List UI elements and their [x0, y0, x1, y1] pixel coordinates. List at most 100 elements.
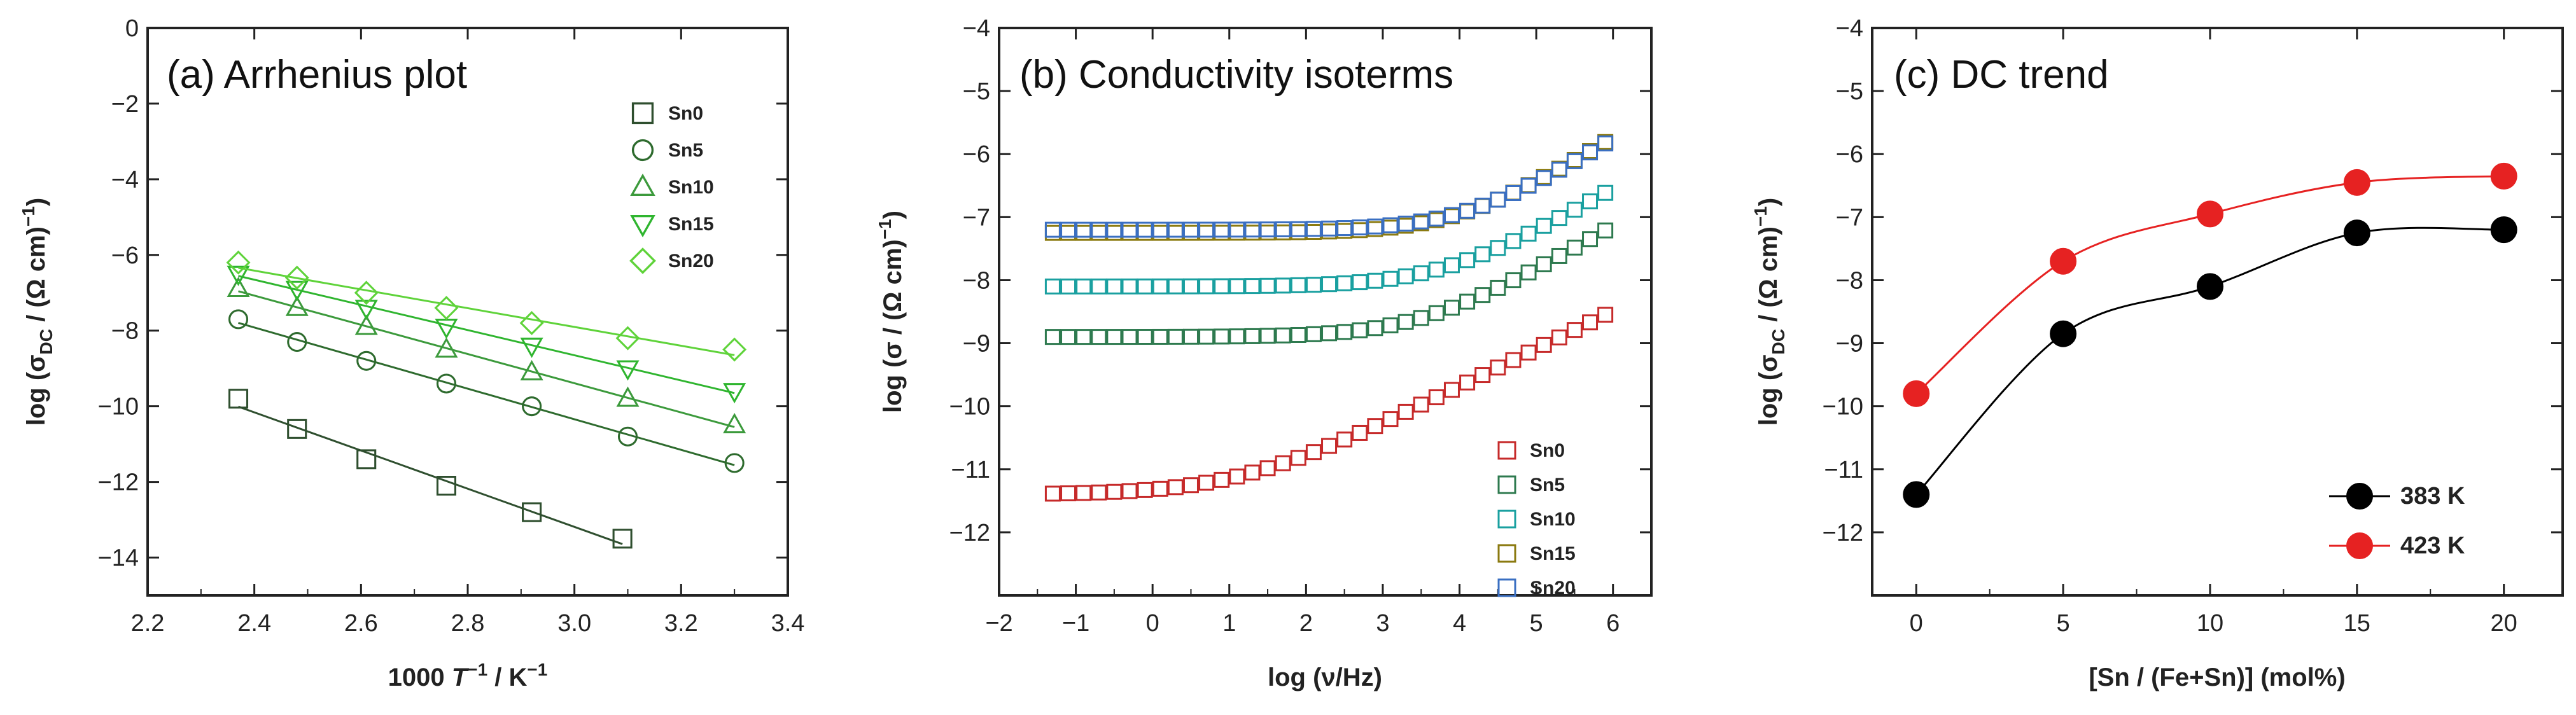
panel-a-ylabel-exp: −1 [18, 206, 38, 226]
point-Sn10 [1229, 278, 1245, 295]
panel-a-legend: Sn0 Sn5 Sn10 Sn15 Sn20 [629, 102, 714, 274]
point-383K [2343, 219, 2370, 247]
point-Sn5 [1044, 329, 1061, 345]
legend-marker-Sn5 [1497, 475, 1516, 494]
point-Sn20 [1167, 221, 1184, 238]
panel-b-title: (b) Conductivity isoterms [1019, 53, 1453, 97]
y-tick-label: −8 [1836, 267, 1863, 294]
x-tick-label: 20 [2491, 610, 2517, 637]
legend-label-Sn10: Sn10 [668, 177, 714, 198]
legend-label-423K: 423 K [2400, 532, 2465, 559]
fit-line-Sn0 [238, 405, 623, 545]
panel-b-y-axis-label: log (σ / (Ω cm)−1) [875, 211, 907, 413]
point-Sn20 [1305, 221, 1322, 237]
point-Sn20 [1275, 221, 1291, 237]
panel-a-arrhenius-plot: 2.2 2.4 2.6 2.8 3.0 3.2 3.40−2−4−6−8−10−12−14 … [18, 15, 804, 691]
point-Sn20 [1044, 221, 1061, 238]
point-Sn10 [616, 386, 640, 407]
point-Sn20 [1490, 191, 1506, 208]
y-tick-label: −5 [963, 78, 990, 105]
point-Sn5 [617, 426, 638, 447]
panel-a-x-axis-label: 1000 T−1 / K−1 [388, 660, 548, 691]
point-Sn0 [1167, 479, 1184, 496]
legend-marker-423K [2346, 532, 2373, 559]
x-tick-label: 6 [1606, 610, 1620, 637]
point-Sn10 [1214, 278, 1230, 295]
x-tick-label: 3 [1376, 610, 1389, 637]
legend-label-Sn5: Sn5 [668, 140, 703, 161]
fit-line-Sn20 [238, 267, 735, 356]
panel-c-dc-trend: 0 5 10 15 20 −4 −5 −6 −7 −8 −9 −10 −11 −12 (c) DC tre… [1751, 15, 2564, 691]
point-Sn20 [1597, 135, 1614, 151]
legend-marker-Sn10 [1497, 510, 1516, 529]
y-tick-label: −4 [963, 15, 990, 42]
point-Sn0 [1566, 322, 1583, 338]
point-Sn0 [436, 476, 457, 496]
panel-a-xlabel-suffix: / K [487, 663, 527, 691]
point-Sn0 [1137, 482, 1153, 498]
point-Sn20 [226, 250, 251, 275]
point-Sn10 [227, 277, 250, 298]
x-tick-label: 10 [2197, 610, 2223, 637]
point-Sn5 [1520, 264, 1537, 281]
y-tick-label: −10 [1823, 394, 1863, 420]
point-Sn5 [1367, 320, 1383, 337]
point-Sn20 [1352, 219, 1368, 235]
point-Sn5 [1397, 314, 1414, 330]
point-Sn15 [227, 265, 250, 286]
point-Sn10 [435, 337, 458, 358]
x-tick-label: −1 [1062, 610, 1089, 637]
point-Sn10 [1075, 278, 1092, 295]
point-Sn0 [1075, 485, 1092, 501]
fit-line-Sn15 [238, 275, 735, 394]
y-tick-label: −11 [951, 457, 990, 483]
legend-label-Sn15: Sn15 [668, 214, 714, 235]
point-Sn20 [1229, 221, 1245, 238]
y-tick-label: −7 [1836, 204, 1863, 231]
point-Sn5 [1321, 325, 1338, 342]
point-Sn10 [1551, 210, 1567, 226]
point-Sn5 [1566, 239, 1583, 256]
point-Sn10 [1290, 277, 1306, 293]
point-Sn0 [1413, 396, 1429, 413]
point-Sn20 [284, 265, 309, 290]
panel-b-ylabel-main: log (σ / (Ω cm) [879, 239, 907, 413]
point-Sn20 [615, 326, 640, 351]
point-Sn20 [1060, 221, 1077, 238]
point-Sn5 [724, 453, 745, 473]
y-tick-label: −7 [963, 204, 990, 231]
legend-label-Sn15: Sn15 [1530, 543, 1576, 564]
point-Sn0 [1443, 382, 1460, 398]
point-Sn0 [1336, 431, 1353, 448]
point-Sn20 [1505, 184, 1522, 201]
point-Sn20 [1520, 177, 1537, 194]
point-Sn0 [1582, 314, 1599, 331]
x-tick-label: 0 [1910, 610, 1923, 637]
point-Sn5 [1290, 326, 1306, 343]
point-Sn20 [1582, 144, 1599, 161]
y-tick-label: −12 [1823, 520, 1863, 546]
point-Sn10 [1167, 278, 1184, 295]
point-Sn5 [1214, 328, 1230, 345]
x-tick-label: 2.2 [131, 610, 165, 637]
point-Sn0 [522, 502, 542, 522]
point-Sn0 [1198, 475, 1215, 491]
point-Sn0 [287, 419, 307, 439]
point-Sn15 [520, 337, 543, 358]
point-Sn20 [1536, 170, 1552, 186]
point-Sn5 [356, 351, 377, 371]
point-Sn0 [1152, 480, 1168, 497]
point-Sn0 [1428, 389, 1445, 406]
point-Sn10 [1275, 277, 1291, 294]
point-Sn15 [354, 300, 378, 321]
point-Sn0 [1551, 329, 1567, 345]
point-Sn20 [1413, 213, 1429, 230]
panel-a-xlabel-prefix: 1000 [388, 663, 452, 691]
x-tick-label: −2 [985, 610, 1012, 637]
point-Sn5 [1275, 327, 1291, 344]
point-423K [2050, 247, 2077, 275]
point-Sn0 [1044, 485, 1061, 502]
point-Sn5 [1167, 328, 1184, 345]
point-Sn10 [354, 314, 378, 335]
